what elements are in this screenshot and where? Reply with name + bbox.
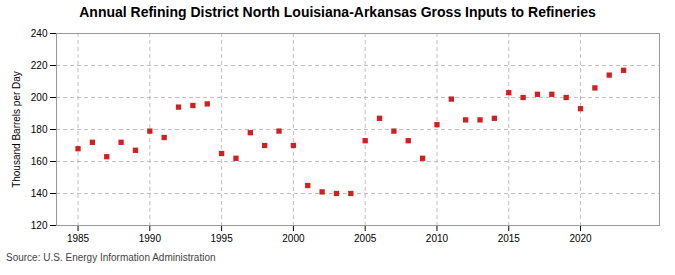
svg-text:200: 200 <box>31 92 48 103</box>
svg-text:Thousand Barrels per Day: Thousand Barrels per Day <box>11 71 22 188</box>
html-text:Annual Refining District North: Annual Refining District North Louisiana… <box>79 4 596 20</box>
svg-text:2020: 2020 <box>569 233 592 244</box>
svg-text:1990: 1990 <box>139 233 162 244</box>
svg-text:2010: 2010 <box>426 233 449 244</box>
svg-text:220: 220 <box>31 60 48 71</box>
svg-text:2000: 2000 <box>282 233 305 244</box>
html-text:Source: U.S. Energy Informatio: Source: U.S. Energy Information Administ… <box>6 252 216 263</box>
svg-text:140: 140 <box>31 188 48 199</box>
svg-text:160: 160 <box>31 156 48 167</box>
svg-text:120: 120 <box>31 220 48 231</box>
svg-text:2015: 2015 <box>498 233 521 244</box>
svg-text:240: 240 <box>31 28 48 39</box>
svg-text:180: 180 <box>31 124 48 135</box>
svg-text:1995: 1995 <box>210 233 233 244</box>
svg-text:1985: 1985 <box>67 233 90 244</box>
svg-text:2005: 2005 <box>354 233 377 244</box>
